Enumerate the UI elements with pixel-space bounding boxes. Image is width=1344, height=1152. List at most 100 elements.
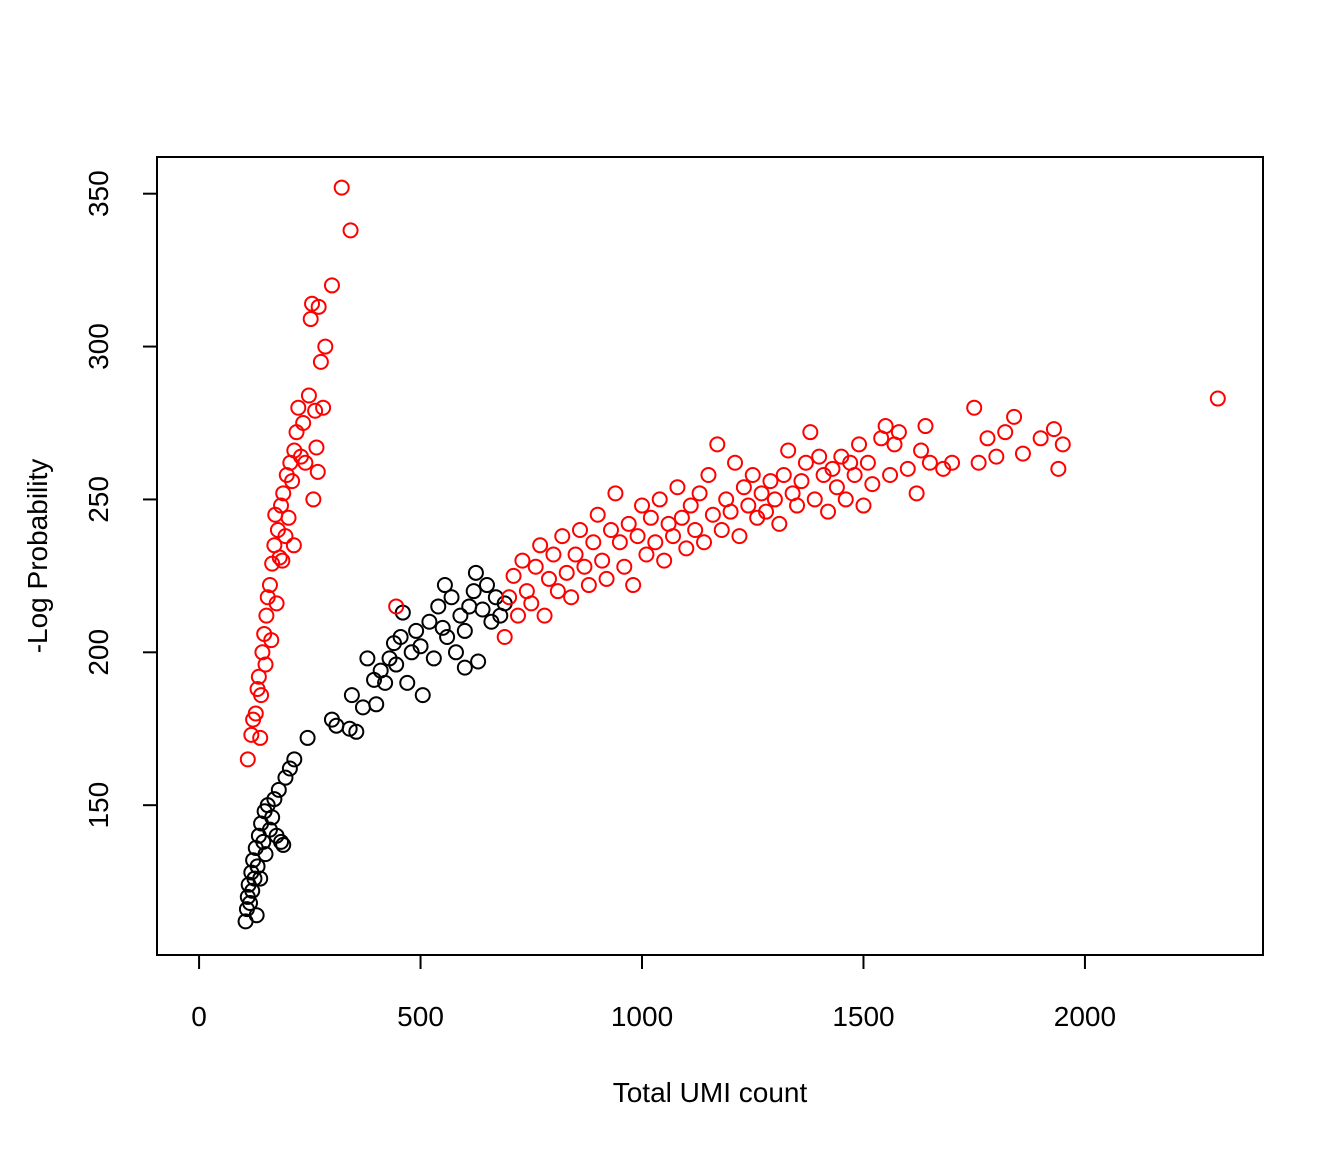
point [859, 454, 876, 471]
point [263, 632, 280, 649]
point [277, 769, 294, 786]
point [536, 607, 553, 624]
point [811, 448, 828, 465]
point [855, 497, 872, 514]
point [585, 534, 602, 551]
point [882, 466, 899, 483]
point [368, 696, 385, 713]
point [727, 454, 744, 471]
point [611, 534, 628, 551]
point [309, 463, 326, 480]
point [1006, 408, 1023, 425]
point [722, 503, 739, 520]
point [567, 546, 584, 563]
point [443, 589, 460, 606]
point [837, 491, 854, 508]
point [456, 622, 473, 639]
point [766, 491, 783, 508]
x-tick-label: 2000 [1054, 1001, 1116, 1032]
point [638, 546, 655, 563]
point [250, 668, 267, 685]
point [1014, 445, 1031, 462]
point [642, 509, 659, 526]
point [740, 497, 757, 514]
y-tick-label: 150 [83, 782, 114, 829]
point [696, 534, 713, 551]
point [317, 338, 334, 355]
point [285, 537, 302, 554]
point [864, 476, 881, 493]
point [691, 485, 708, 502]
point [797, 454, 814, 471]
point [629, 528, 646, 545]
point [266, 791, 283, 808]
point [270, 781, 287, 798]
point [312, 353, 329, 370]
point [828, 479, 845, 496]
point [687, 522, 704, 539]
point [257, 846, 274, 863]
point [966, 399, 983, 416]
point [625, 577, 642, 594]
point [439, 629, 456, 646]
point [673, 509, 690, 526]
plot-box [156, 156, 1264, 956]
point [388, 598, 405, 615]
point [470, 653, 487, 670]
point [300, 387, 317, 404]
point [656, 552, 673, 569]
y-tick-label: 200 [83, 629, 114, 676]
point [244, 882, 261, 899]
point [323, 277, 340, 294]
point [290, 399, 307, 416]
x-tick-label: 500 [397, 1001, 444, 1032]
point [478, 577, 495, 594]
point [412, 638, 429, 655]
point [467, 564, 484, 581]
point [758, 503, 775, 520]
point [343, 687, 360, 704]
point [248, 907, 265, 924]
point [527, 558, 544, 575]
point [447, 644, 464, 661]
point [1054, 436, 1071, 453]
point [310, 298, 327, 315]
point [775, 466, 792, 483]
point [436, 577, 453, 594]
point [430, 598, 447, 615]
point [305, 491, 322, 508]
point [917, 418, 934, 435]
point [1050, 460, 1067, 477]
point [501, 589, 518, 606]
point [908, 485, 925, 502]
point [753, 485, 770, 502]
point [899, 460, 916, 477]
point [261, 577, 278, 594]
y-axis-label: -Log Probability [22, 459, 53, 654]
point [603, 522, 620, 539]
point [274, 552, 291, 569]
x-axis-label: Total UMI count [613, 1077, 808, 1108]
point [558, 564, 575, 581]
point [514, 552, 531, 569]
point [348, 723, 365, 740]
point [302, 311, 319, 328]
point [252, 870, 269, 887]
point [554, 528, 571, 545]
point [700, 466, 717, 483]
point [651, 491, 668, 508]
point [425, 650, 442, 667]
point [594, 552, 611, 569]
point [607, 485, 624, 502]
point [762, 473, 779, 490]
point [576, 558, 593, 575]
point [970, 454, 987, 471]
point [408, 622, 425, 639]
x-tick-label: 1000 [611, 1001, 673, 1032]
point [452, 607, 469, 624]
point [1209, 390, 1226, 407]
point [704, 506, 721, 523]
point [399, 674, 416, 691]
point [268, 595, 285, 612]
point [242, 895, 259, 912]
